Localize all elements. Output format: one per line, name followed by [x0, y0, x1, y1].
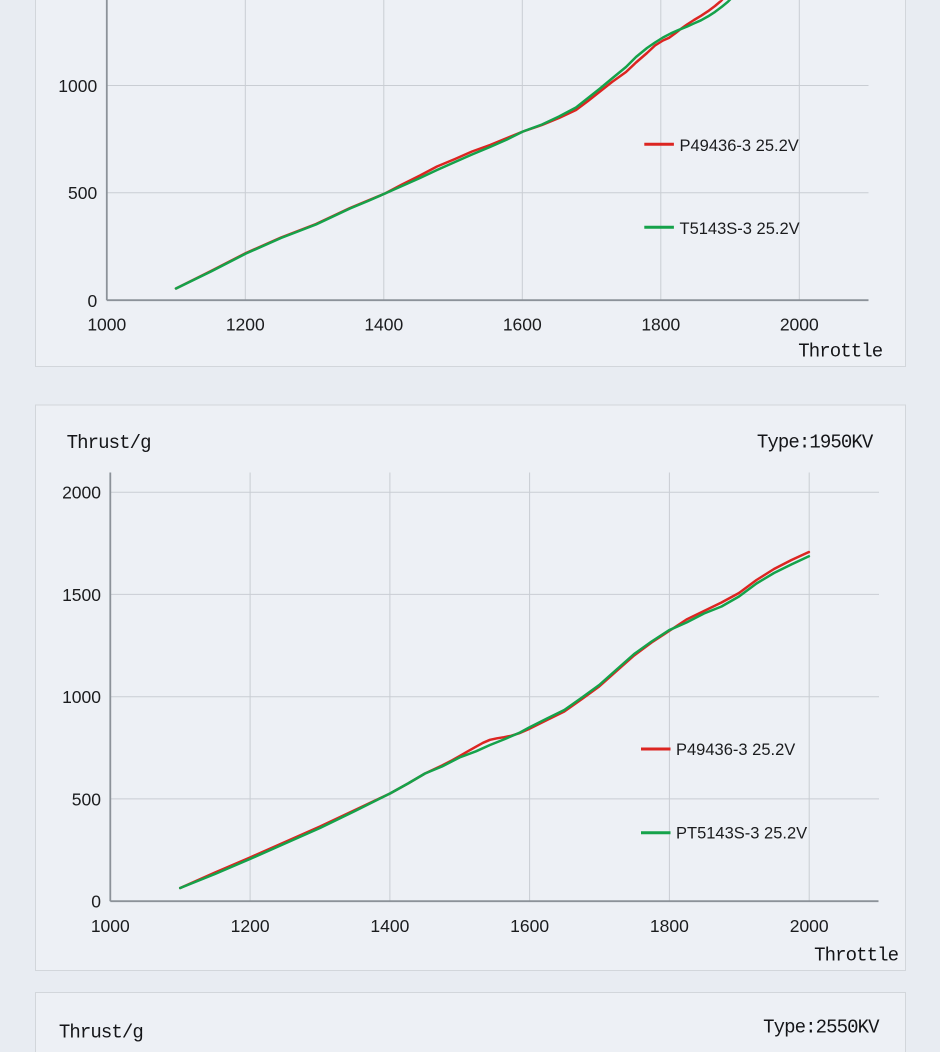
- svg-text:1000: 1000: [58, 76, 97, 96]
- svg-text:1600: 1600: [503, 314, 542, 334]
- svg-text:1000: 1000: [91, 916, 130, 936]
- svg-text:1200: 1200: [231, 916, 270, 936]
- svg-text:T5143S-3 25.2V: T5143S-3 25.2V: [680, 220, 800, 238]
- svg-text:2000: 2000: [790, 916, 829, 936]
- svg-text:1400: 1400: [364, 314, 403, 334]
- svg-text:1600: 1600: [510, 916, 549, 936]
- svg-text:0: 0: [91, 892, 101, 912]
- svg-text:Type:2550KV: Type:2550KV: [763, 1017, 880, 1039]
- svg-text:500: 500: [72, 789, 101, 809]
- svg-text:1500: 1500: [62, 585, 101, 605]
- svg-text:Thrust/g: Thrust/g: [59, 1022, 143, 1044]
- svg-text:1800: 1800: [641, 314, 680, 334]
- svg-text:1400: 1400: [370, 916, 409, 936]
- svg-text:Thrust/g: Thrust/g: [67, 432, 151, 454]
- svg-text:1200: 1200: [226, 314, 265, 334]
- svg-text:PT5143S-3 25.2V: PT5143S-3 25.2V: [676, 825, 807, 843]
- svg-text:Throttle: Throttle: [814, 944, 899, 966]
- svg-text:1000: 1000: [87, 314, 126, 334]
- svg-text:2000: 2000: [780, 314, 819, 334]
- svg-text:1000: 1000: [62, 687, 101, 707]
- svg-text:Type:1950KV: Type:1950KV: [757, 432, 874, 454]
- svg-text:0: 0: [87, 291, 97, 311]
- svg-text:500: 500: [68, 183, 97, 203]
- svg-text:2000: 2000: [62, 483, 101, 503]
- svg-text:P49436-3 25.2V: P49436-3 25.2V: [676, 741, 795, 759]
- svg-text:1800: 1800: [650, 916, 689, 936]
- svg-text:Throttle: Throttle: [798, 341, 883, 363]
- svg-text:P49436-3 25.2V: P49436-3 25.2V: [680, 137, 799, 155]
